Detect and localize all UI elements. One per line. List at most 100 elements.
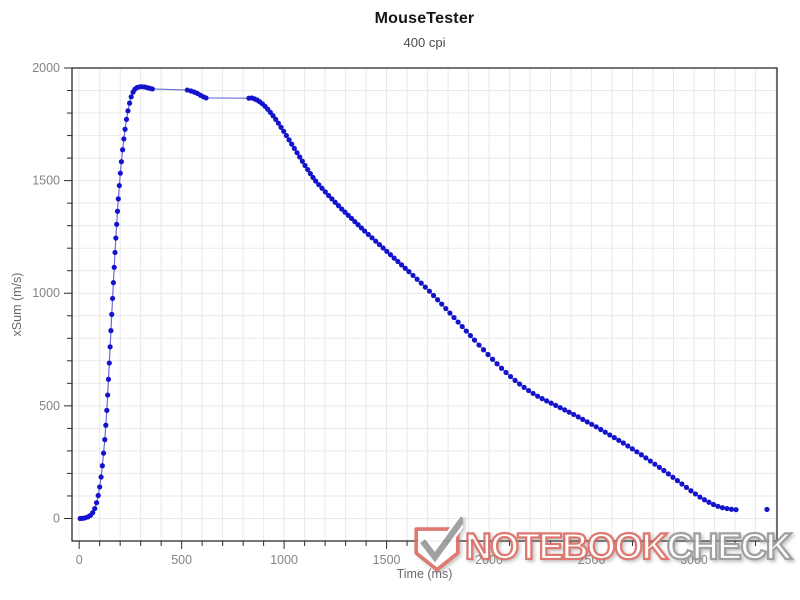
data-point [418, 280, 424, 286]
data-point [414, 276, 420, 282]
data-point [451, 314, 457, 321]
data-point [697, 494, 703, 500]
data-point [114, 221, 120, 227]
x-tick-label: 1500 [373, 553, 401, 567]
data-point [113, 235, 119, 241]
data-point [616, 437, 622, 443]
data-point [539, 396, 545, 402]
data-point [688, 488, 694, 494]
data-point [342, 209, 348, 215]
data-point [203, 95, 209, 101]
data-point [422, 284, 428, 290]
data-point [112, 249, 118, 256]
data-point [459, 323, 465, 330]
x-tick-label: 2000 [475, 553, 503, 567]
data-point [307, 171, 313, 177]
data-point [391, 255, 397, 261]
data-point [325, 192, 332, 199]
data-point [402, 265, 408, 271]
data-point [118, 159, 124, 165]
x-tick-label: 0 [76, 553, 83, 567]
y-tick-label: 0 [53, 511, 60, 525]
data-point [103, 422, 109, 428]
chart-header: MouseTester 400 cpi [72, 10, 777, 50]
data-point [557, 405, 563, 411]
data-point [710, 501, 717, 508]
data-point [128, 94, 134, 100]
data-point [607, 432, 613, 438]
data-point [430, 292, 437, 299]
x-axis-label: Time (ms) [397, 567, 453, 581]
data-point [521, 384, 527, 390]
data-point [352, 219, 358, 225]
data-point [105, 392, 111, 398]
data-point [553, 402, 559, 409]
data-point [376, 241, 383, 248]
data-point [661, 467, 667, 474]
data-point [281, 128, 287, 134]
data-point [439, 301, 445, 307]
data-point [305, 166, 311, 173]
data-point [584, 419, 590, 425]
data-point [733, 507, 739, 513]
data-point [503, 369, 509, 376]
data-point [100, 450, 107, 456]
data-point [109, 311, 115, 318]
data-point [114, 208, 121, 214]
data-point [273, 116, 279, 122]
data-point [286, 137, 292, 143]
data-point [278, 124, 284, 130]
data-point [384, 248, 390, 254]
data-point [332, 199, 338, 205]
data-point [302, 162, 308, 169]
data-point [310, 174, 316, 181]
data-point [647, 458, 653, 464]
data-point [480, 347, 487, 353]
data-point [120, 147, 126, 153]
y-tick-label: 1500 [32, 174, 60, 188]
data-point [98, 474, 104, 480]
data-point [117, 170, 123, 176]
data-point [297, 154, 303, 160]
data-point [111, 264, 117, 270]
data-point [455, 319, 461, 325]
data-point [683, 484, 690, 490]
data-point [362, 228, 368, 234]
data-point [355, 222, 361, 228]
data-point [447, 310, 453, 316]
data-point [589, 421, 595, 427]
data-point [410, 272, 416, 279]
series-xSum [77, 84, 739, 522]
data-point [358, 225, 364, 231]
x-tick-label: 2500 [578, 553, 606, 567]
data-point [339, 206, 345, 212]
data-point [283, 132, 289, 139]
data-point [512, 377, 518, 384]
data-point [507, 373, 514, 380]
data-point [289, 141, 295, 147]
data-point [125, 108, 131, 114]
y-tick-label: 2000 [32, 61, 60, 75]
data-point [387, 252, 394, 258]
data-point [108, 328, 114, 334]
data-point [625, 443, 631, 449]
y-tick-label: 1000 [32, 286, 60, 300]
data-point [149, 86, 155, 92]
data-point [467, 332, 474, 339]
data-point [562, 407, 568, 413]
data-point [373, 238, 379, 244]
data-point [110, 280, 116, 286]
data-point [335, 203, 342, 209]
data-point [638, 452, 644, 458]
data-point [380, 245, 386, 251]
tick-labels: 0 500 1000 1500 2000 2500 3000 0 500 1000 1500 2000 [32, 61, 708, 567]
x-tick-label: 1000 [270, 553, 298, 567]
data-point [566, 409, 572, 415]
data-point [313, 178, 319, 184]
data-point [674, 478, 680, 484]
data-point [106, 360, 112, 366]
data-point [544, 398, 550, 404]
data-point [348, 215, 355, 222]
data-point [92, 505, 98, 512]
data-point [498, 365, 505, 371]
